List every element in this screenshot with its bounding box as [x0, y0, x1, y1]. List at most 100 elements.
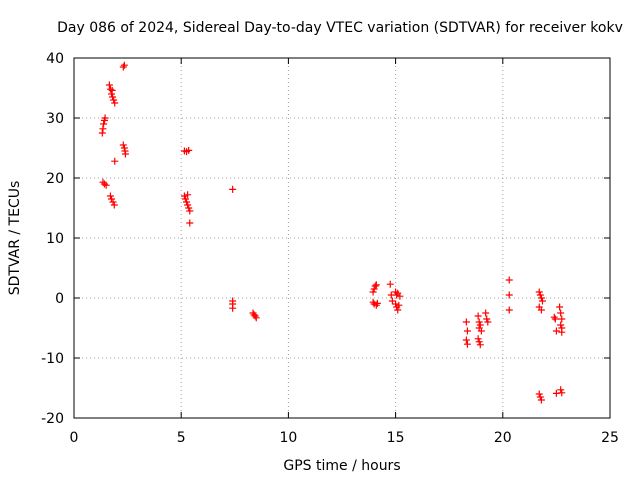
data-point-88 — [535, 390, 543, 398]
grid-lines — [74, 58, 610, 418]
data-point-76 — [482, 309, 490, 317]
data-point-64 — [462, 318, 470, 326]
data-point-18 — [110, 201, 118, 209]
data-point-98 — [557, 321, 565, 329]
data-point-69 — [475, 318, 483, 326]
chart-title: Day 086 of 2024, Sidereal Day-to-day VTE… — [57, 20, 623, 36]
data-point-47 — [371, 282, 379, 290]
data-point-19 — [111, 157, 119, 165]
data-point-28 — [185, 146, 193, 154]
data-point-101 — [557, 386, 565, 394]
data-point-48 — [372, 281, 380, 289]
data-point-66 — [462, 336, 470, 344]
data-point-74 — [476, 341, 484, 349]
data-point-96 — [557, 309, 565, 317]
data-point-55 — [388, 297, 396, 305]
x-tick-labels: 0 5 10 15 20 25 — [70, 430, 619, 446]
y-axis-label: SDTVAR / TECUs — [7, 181, 23, 296]
y-tick-label-2: 0 — [55, 291, 64, 307]
data-point-37 — [229, 185, 237, 193]
data-point-12 — [110, 96, 118, 104]
x-axis-label: GPS time / hours — [283, 458, 400, 474]
data-point-35 — [184, 191, 192, 199]
data-point-36 — [186, 219, 194, 227]
data-point-62 — [394, 306, 402, 314]
data-point-44 — [252, 314, 260, 322]
data-point-79 — [505, 276, 513, 284]
data-point-87 — [537, 306, 545, 314]
x-tick-label-0: 0 — [70, 430, 79, 446]
data-point-92 — [551, 315, 559, 323]
data-point-84 — [537, 294, 545, 302]
data-point-63 — [395, 301, 403, 309]
data-point-77 — [483, 315, 491, 323]
data-point-34 — [186, 207, 194, 215]
data-point-45 — [369, 288, 377, 296]
data-point-2 — [100, 120, 108, 128]
data-point-52 — [373, 299, 381, 307]
data-point-59 — [396, 292, 404, 300]
data-point-14 — [108, 86, 116, 94]
y-tick-label-3: 10 — [46, 231, 64, 247]
data-point-10 — [108, 90, 116, 98]
data-point-83 — [536, 291, 544, 299]
data-point-7 — [102, 181, 110, 189]
y-tick-label-1: -10 — [41, 351, 64, 367]
data-point-11 — [109, 93, 117, 101]
plot-frame — [73, 57, 611, 419]
y-tick-label-4: 20 — [46, 171, 64, 187]
data-point-4 — [101, 114, 109, 122]
data-point-97 — [558, 315, 566, 323]
y-tick-label-5: 30 — [46, 111, 64, 127]
data-point-9 — [106, 85, 114, 93]
x-tick-label-4: 20 — [494, 430, 512, 446]
data-point-80 — [505, 291, 513, 299]
data-point-31 — [183, 198, 191, 206]
data-point-33 — [185, 204, 193, 212]
data-point-40 — [229, 304, 237, 312]
data-point-100 — [558, 328, 566, 336]
data-point-68 — [474, 312, 482, 320]
data-point-102 — [558, 389, 566, 397]
data-point-30 — [181, 195, 189, 203]
x-tick-label-1: 5 — [177, 430, 186, 446]
y-tick-label-6: 40 — [46, 51, 64, 67]
data-point-0 — [98, 129, 106, 137]
x-tick-label-3: 15 — [387, 430, 405, 446]
data-point-91 — [550, 313, 558, 321]
data-point-32 — [184, 201, 192, 209]
data-point-15 — [106, 192, 114, 200]
data-point-78 — [484, 318, 492, 326]
y-tick-label-0: -20 — [41, 411, 64, 427]
data-point-53 — [386, 280, 394, 288]
x-tick-label-2: 10 — [279, 430, 297, 446]
data-point-89 — [536, 393, 544, 401]
data-point-72 — [474, 335, 482, 343]
data-point-71 — [476, 321, 484, 329]
data-point-29 — [180, 192, 188, 200]
data-point-73 — [475, 338, 483, 346]
data-point-6 — [100, 180, 108, 188]
data-point-13 — [111, 99, 119, 107]
data-point-1 — [99, 125, 107, 133]
data-point-82 — [535, 288, 543, 296]
data-point-81 — [505, 306, 513, 314]
data-point-25 — [121, 150, 129, 158]
data-point-8 — [105, 81, 113, 89]
data-point-22 — [119, 141, 127, 149]
data-point-65 — [463, 327, 471, 335]
data-point-21 — [120, 61, 128, 69]
data-point-20 — [119, 63, 127, 71]
data-point-90 — [537, 396, 545, 404]
data-point-67 — [463, 340, 471, 348]
data-points — [98, 61, 566, 404]
data-point-60 — [392, 300, 400, 308]
data-point-75 — [477, 327, 485, 335]
y-tick-labels: -20 -10 0 10 20 30 40 — [41, 51, 64, 427]
data-point-95 — [556, 303, 564, 311]
data-point-16 — [108, 195, 116, 203]
data-point-93 — [552, 327, 560, 335]
data-point-46 — [370, 285, 378, 293]
data-point-17 — [109, 198, 117, 206]
